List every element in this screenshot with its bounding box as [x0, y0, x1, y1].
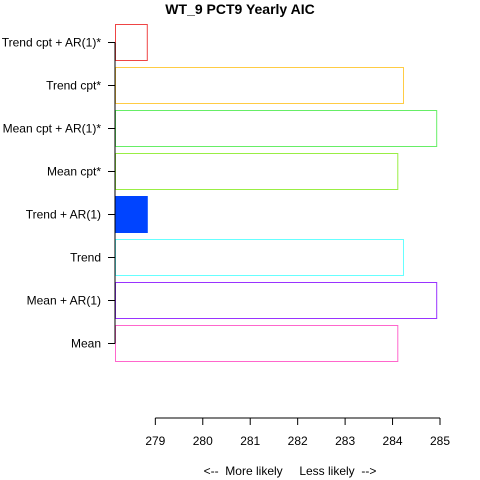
bar-mean-ar-1	[115, 282, 438, 319]
x-tick-label: 281	[240, 434, 260, 448]
y-tick-label: Trend cpt*	[46, 79, 101, 93]
bar-trend-cpt-ar-1	[115, 24, 148, 61]
bar-mean-cpt	[115, 153, 399, 190]
x-tick-label: 285	[430, 434, 450, 448]
y-tick-label: Trend + AR(1)	[26, 208, 101, 222]
y-tick-label: Mean cpt*	[47, 165, 101, 179]
x-tick-label: 282	[288, 434, 308, 448]
bar-mean-cpt-ar-1	[115, 110, 438, 147]
chart-title: WT_9 PCT9 Yearly AIC	[165, 1, 315, 17]
x-tick-label: 283	[335, 434, 355, 448]
x-tick-label: 279	[145, 434, 165, 448]
x-tick-label: 284	[383, 434, 403, 448]
y-tick-label: Mean	[71, 337, 101, 351]
bar-trend-cpt	[115, 67, 404, 104]
y-tick-label: Trend	[70, 251, 101, 265]
bar-trend	[115, 239, 404, 276]
y-tick-label: Trend cpt + AR(1)*	[2, 36, 102, 50]
x-axis-label: <-- More likely Less likely -->	[203, 464, 377, 478]
bar-trend-ar-1	[115, 196, 148, 233]
y-tick-label: Mean cpt + AR(1)*	[3, 122, 102, 136]
y-tick-label: Mean + AR(1)	[27, 294, 101, 308]
bar-mean	[115, 325, 399, 362]
x-tick-label: 280	[193, 434, 213, 448]
